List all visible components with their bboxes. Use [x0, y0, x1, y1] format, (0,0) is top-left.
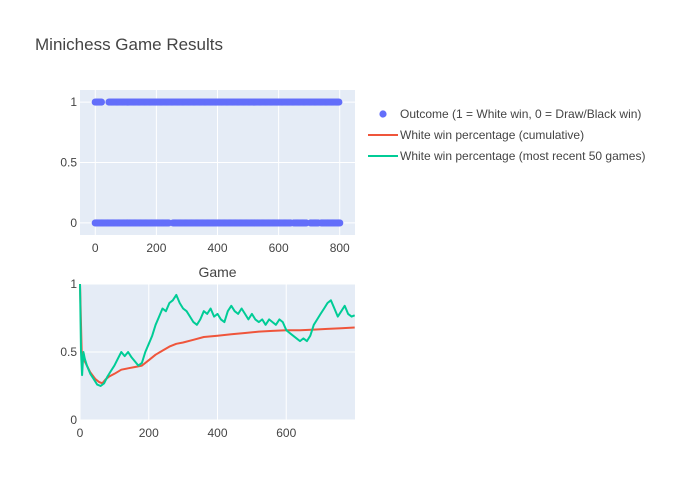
legend-label: White win percentage (cumulative) — [400, 128, 584, 142]
subplot-win-percentage-y-ticks: 00.51 — [60, 277, 77, 427]
rolling-win-line[interactable] — [79, 283, 356, 387]
x-tick-label: 600 — [276, 426, 296, 440]
outcome-point[interactable] — [336, 219, 344, 227]
x-tick-label: 200 — [139, 426, 159, 440]
subplot-win-percentage: 0 200 400 600 00.51 — [60, 277, 356, 440]
x-tick-label: 400 — [207, 241, 227, 255]
x-axis-label: Game — [198, 264, 236, 280]
x-tick-label: 200 — [146, 241, 166, 255]
y-tick-label: 0.5 — [60, 156, 77, 170]
chart-title: Minichess Game Results — [35, 35, 223, 54]
outcome-series[interactable] — [91, 98, 344, 227]
x-tick-label: 0 — [77, 426, 84, 440]
y-tick-label: 1 — [70, 277, 77, 291]
subplot-outcome-x-ticks: 0 200 400 600 800 — [92, 241, 350, 255]
win-percentage-series[interactable] — [79, 283, 356, 387]
y-tick-label: 0 — [70, 413, 77, 427]
x-tick-label: 0 — [92, 241, 99, 255]
outcome-point[interactable] — [97, 98, 105, 106]
x-tick-label: 800 — [330, 241, 350, 255]
outcome-point[interactable] — [335, 98, 343, 106]
legend-item[interactable]: White win percentage (most recent 50 gam… — [368, 149, 645, 163]
cumulative-win-line[interactable] — [79, 283, 355, 385]
legend-item[interactable]: Outcome (1 = White win, 0 = Draw/Black w… — [379, 107, 641, 121]
legend-item[interactable]: White win percentage (cumulative) — [368, 128, 584, 142]
legend-label: Outcome (1 = White win, 0 = Draw/Black w… — [400, 107, 641, 121]
subplot-outcome: 0 200 400 600 800 00.51 Game — [60, 90, 355, 280]
legend-marker-dot — [379, 110, 387, 118]
subplot-outcome-y-ticks: 00.51 — [60, 95, 77, 230]
legend-label: White win percentage (most recent 50 gam… — [400, 149, 645, 163]
y-tick-label: 1 — [70, 95, 77, 109]
x-tick-label: 600 — [269, 241, 289, 255]
legend[interactable]: Outcome (1 = White win, 0 = Draw/Black w… — [368, 107, 645, 163]
y-tick-label: 0.5 — [60, 345, 77, 359]
subplot-win-percentage-x-ticks: 0 200 400 600 — [77, 426, 297, 440]
y-tick-label: 0 — [70, 216, 77, 230]
x-tick-label: 400 — [207, 426, 227, 440]
